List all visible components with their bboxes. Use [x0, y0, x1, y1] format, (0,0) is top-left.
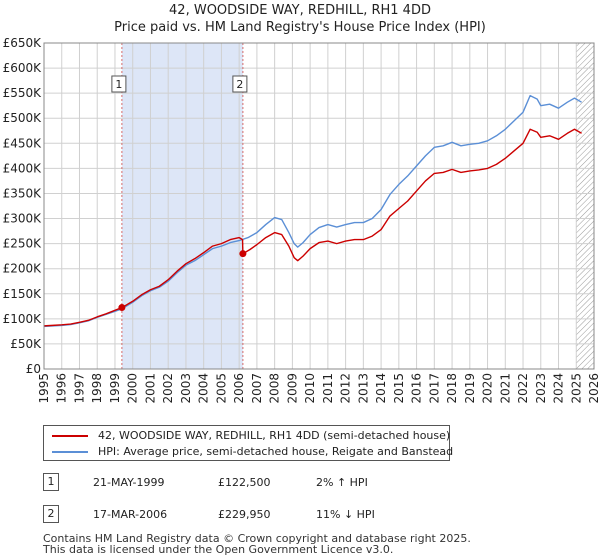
- hpi-line: [43, 94, 582, 328]
- x-tick-label: 2015: [392, 373, 406, 404]
- x-tick-label: 2008: [268, 373, 282, 404]
- y-tick-label: £600K: [3, 61, 43, 75]
- x-tick-label: 1998: [90, 373, 104, 404]
- transaction-number-badge: 2: [43, 505, 59, 523]
- legend-label-property: 42, WOODSIDE WAY, REDHILL, RH1 4DD (semi…: [98, 429, 451, 442]
- y-tick-label: £100K: [3, 312, 43, 326]
- x-tick-label: 2001: [143, 373, 157, 404]
- annotation-box: [232, 75, 248, 93]
- x-tick-label: 2013: [356, 373, 370, 404]
- x-tick-label: 2009: [285, 373, 299, 404]
- x-tick-label: 2018: [445, 373, 459, 404]
- transaction-hpi-diff: 2% ↑ HPI: [316, 476, 368, 489]
- footer-copyright: Contains HM Land Registry data © Crown c…: [43, 532, 471, 545]
- y-tick-label: £350K: [3, 186, 43, 200]
- x-tick-label: 1996: [55, 373, 69, 404]
- transaction-number-badge: 1: [43, 473, 59, 491]
- x-tick-label: 2004: [197, 373, 211, 404]
- x-tick-label: 2017: [427, 373, 441, 404]
- x-tick-label: 2024: [552, 373, 566, 404]
- y-tick-label: £500K: [3, 111, 43, 125]
- y-tick-label: £50K: [10, 337, 42, 351]
- sale-point: [118, 304, 126, 312]
- chart-legend: 42, WOODSIDE WAY, REDHILL, RH1 4DD (semi…: [43, 425, 454, 461]
- y-tick-label: £200K: [3, 262, 43, 276]
- sale-point: [239, 250, 247, 258]
- x-tick-label: 1995: [37, 373, 51, 404]
- x-tick-label: 2000: [126, 373, 140, 404]
- x-tick-label: 2022: [516, 373, 530, 404]
- annotation-label: 1: [115, 78, 122, 91]
- plot-border: [43, 42, 595, 370]
- footer-license: This data is licensed under the Open Gov…: [43, 543, 394, 556]
- x-tick-label: 2005: [214, 373, 228, 404]
- sale-annotation: 2: [232, 75, 248, 93]
- x-tick-label: 2010: [303, 373, 317, 404]
- x-tick-label: 2020: [481, 373, 495, 404]
- x-tick-label: 2014: [374, 373, 388, 404]
- x-tick-label: 2021: [498, 373, 512, 404]
- transaction-date: 17-MAR-2006: [93, 508, 168, 521]
- transaction-date: 21-MAY-1999: [93, 476, 165, 489]
- y-tick-label: £650K: [3, 36, 43, 50]
- x-tick-label: 2016: [410, 373, 424, 404]
- y-tick-label: £250K: [3, 237, 43, 251]
- y-tick-label: £450K: [3, 136, 43, 150]
- x-tick-label: 1997: [72, 373, 86, 404]
- x-tick-label: 2012: [339, 373, 353, 404]
- annotation-label: 2: [236, 78, 243, 91]
- x-tick-label: 2019: [463, 373, 477, 404]
- property-price-line: [43, 128, 582, 327]
- sale-annotation: 1: [111, 75, 127, 93]
- y-tick-label: £550K: [3, 86, 43, 100]
- y-tick-label: £400K: [3, 161, 43, 175]
- x-tick-label: 2002: [161, 373, 175, 404]
- x-tick-label: 2025: [569, 373, 583, 404]
- forecast-hatch: [576, 43, 594, 369]
- annotation-box: [111, 75, 127, 93]
- y-tick-label: £0: [26, 362, 41, 376]
- y-tick-label: £150K: [3, 287, 43, 301]
- transaction-price: £122,500: [218, 476, 271, 489]
- legend-swatch-property: [52, 435, 88, 437]
- x-tick-label: 2023: [534, 373, 548, 404]
- legend-label-hpi: HPI: Average price, semi-detached house,…: [98, 445, 454, 458]
- transaction-price: £229,950: [218, 508, 271, 521]
- chart-title: 42, WOODSIDE WAY, REDHILL, RH1 4DD: [169, 3, 431, 18]
- x-tick-label: 2026: [587, 373, 600, 404]
- chart-subtitle: Price paid vs. HM Land Registry's House …: [114, 20, 486, 35]
- x-tick-label: 2011: [321, 373, 335, 404]
- x-tick-label: 2006: [232, 373, 246, 404]
- y-tick-label: £300K: [3, 212, 43, 226]
- transaction-hpi-diff: 11% ↓ HPI: [316, 508, 375, 521]
- price-chart: 1 2 £0 £50K £100K £150K £200K £250K £300K £350K £…: [3, 36, 600, 404]
- legend-swatch-hpi: [52, 451, 88, 453]
- x-tick-label: 1999: [108, 373, 122, 404]
- x-tick-label: 2003: [179, 373, 193, 404]
- ownership-shading: [121, 43, 243, 369]
- x-tick-label: 2007: [250, 373, 264, 404]
